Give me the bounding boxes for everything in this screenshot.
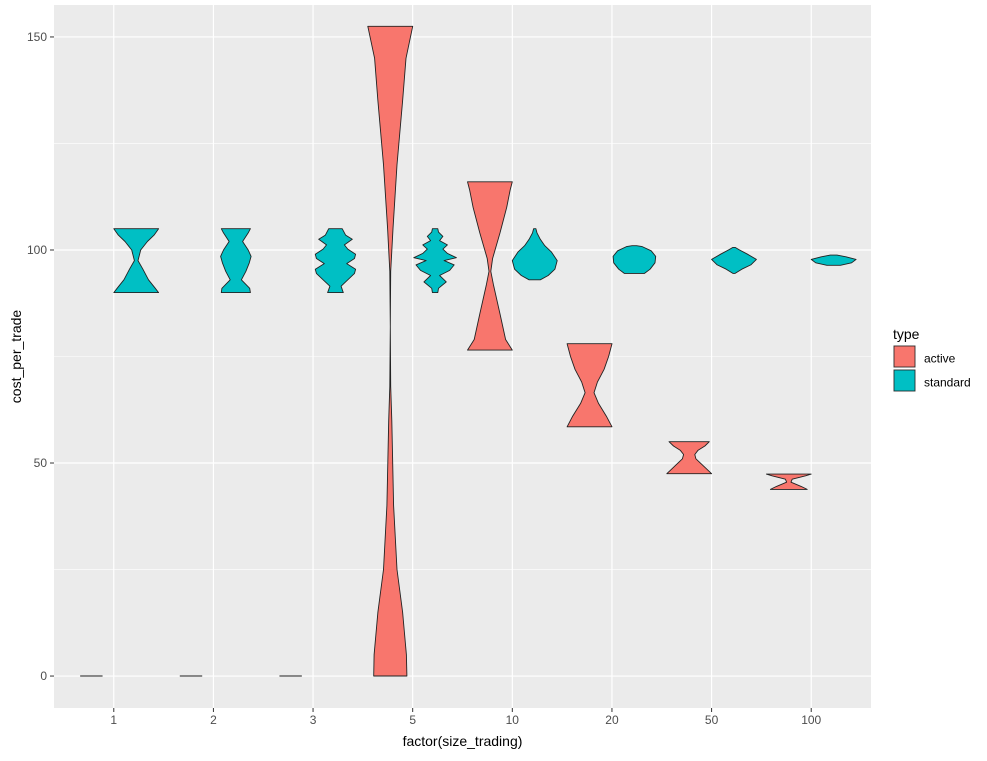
legend-key-standard bbox=[893, 369, 916, 392]
violin-active-50 bbox=[666, 441, 713, 475]
x-tick-label: 100 bbox=[801, 713, 821, 727]
x-tick-label: 5 bbox=[409, 713, 416, 727]
violin-active-5 bbox=[367, 25, 414, 677]
legend-key-active bbox=[893, 345, 916, 368]
violin-standard-20 bbox=[612, 245, 657, 274]
y-tick-label: 0 bbox=[40, 669, 47, 683]
violin-standard-50 bbox=[711, 246, 757, 274]
x-axis: 1 2 3 5 10 20 50 100 bbox=[110, 708, 822, 727]
violin-standard-100 bbox=[810, 254, 857, 266]
grid-layer bbox=[54, 5, 871, 708]
y-axis-title: cost_per_trade bbox=[8, 310, 24, 404]
violin-standard-10 bbox=[511, 228, 558, 281]
y-axis: 0 50 100 150 bbox=[27, 30, 54, 683]
x-tick-label: 2 bbox=[210, 713, 217, 727]
violin-active-100 bbox=[765, 473, 812, 490]
legend-label-standard: standard bbox=[924, 376, 971, 390]
violin-active-10 bbox=[467, 181, 513, 351]
x-tick-label: 20 bbox=[605, 713, 619, 727]
x-axis-title: factor(size_trading) bbox=[403, 733, 523, 749]
y-tick-label: 50 bbox=[34, 456, 48, 470]
x-tick-label: 3 bbox=[310, 713, 317, 727]
violin-layer bbox=[80, 25, 857, 677]
y-tick-label: 100 bbox=[27, 243, 47, 257]
violin-active-20 bbox=[566, 343, 613, 428]
legend: type active standard bbox=[893, 326, 971, 392]
legend-keys bbox=[893, 345, 916, 392]
y-tick-label: 150 bbox=[27, 30, 47, 44]
violin-standard-1 bbox=[113, 228, 160, 294]
x-tick-label: 1 bbox=[110, 713, 117, 727]
x-tick-label: 50 bbox=[705, 713, 719, 727]
violin-standard-5 bbox=[413, 228, 457, 294]
x-tick-label: 10 bbox=[506, 713, 520, 727]
legend-label-active: active bbox=[924, 352, 956, 366]
violin-standard-2 bbox=[220, 228, 252, 294]
violin-standard-3 bbox=[314, 228, 357, 294]
legend-title: type bbox=[893, 326, 920, 342]
